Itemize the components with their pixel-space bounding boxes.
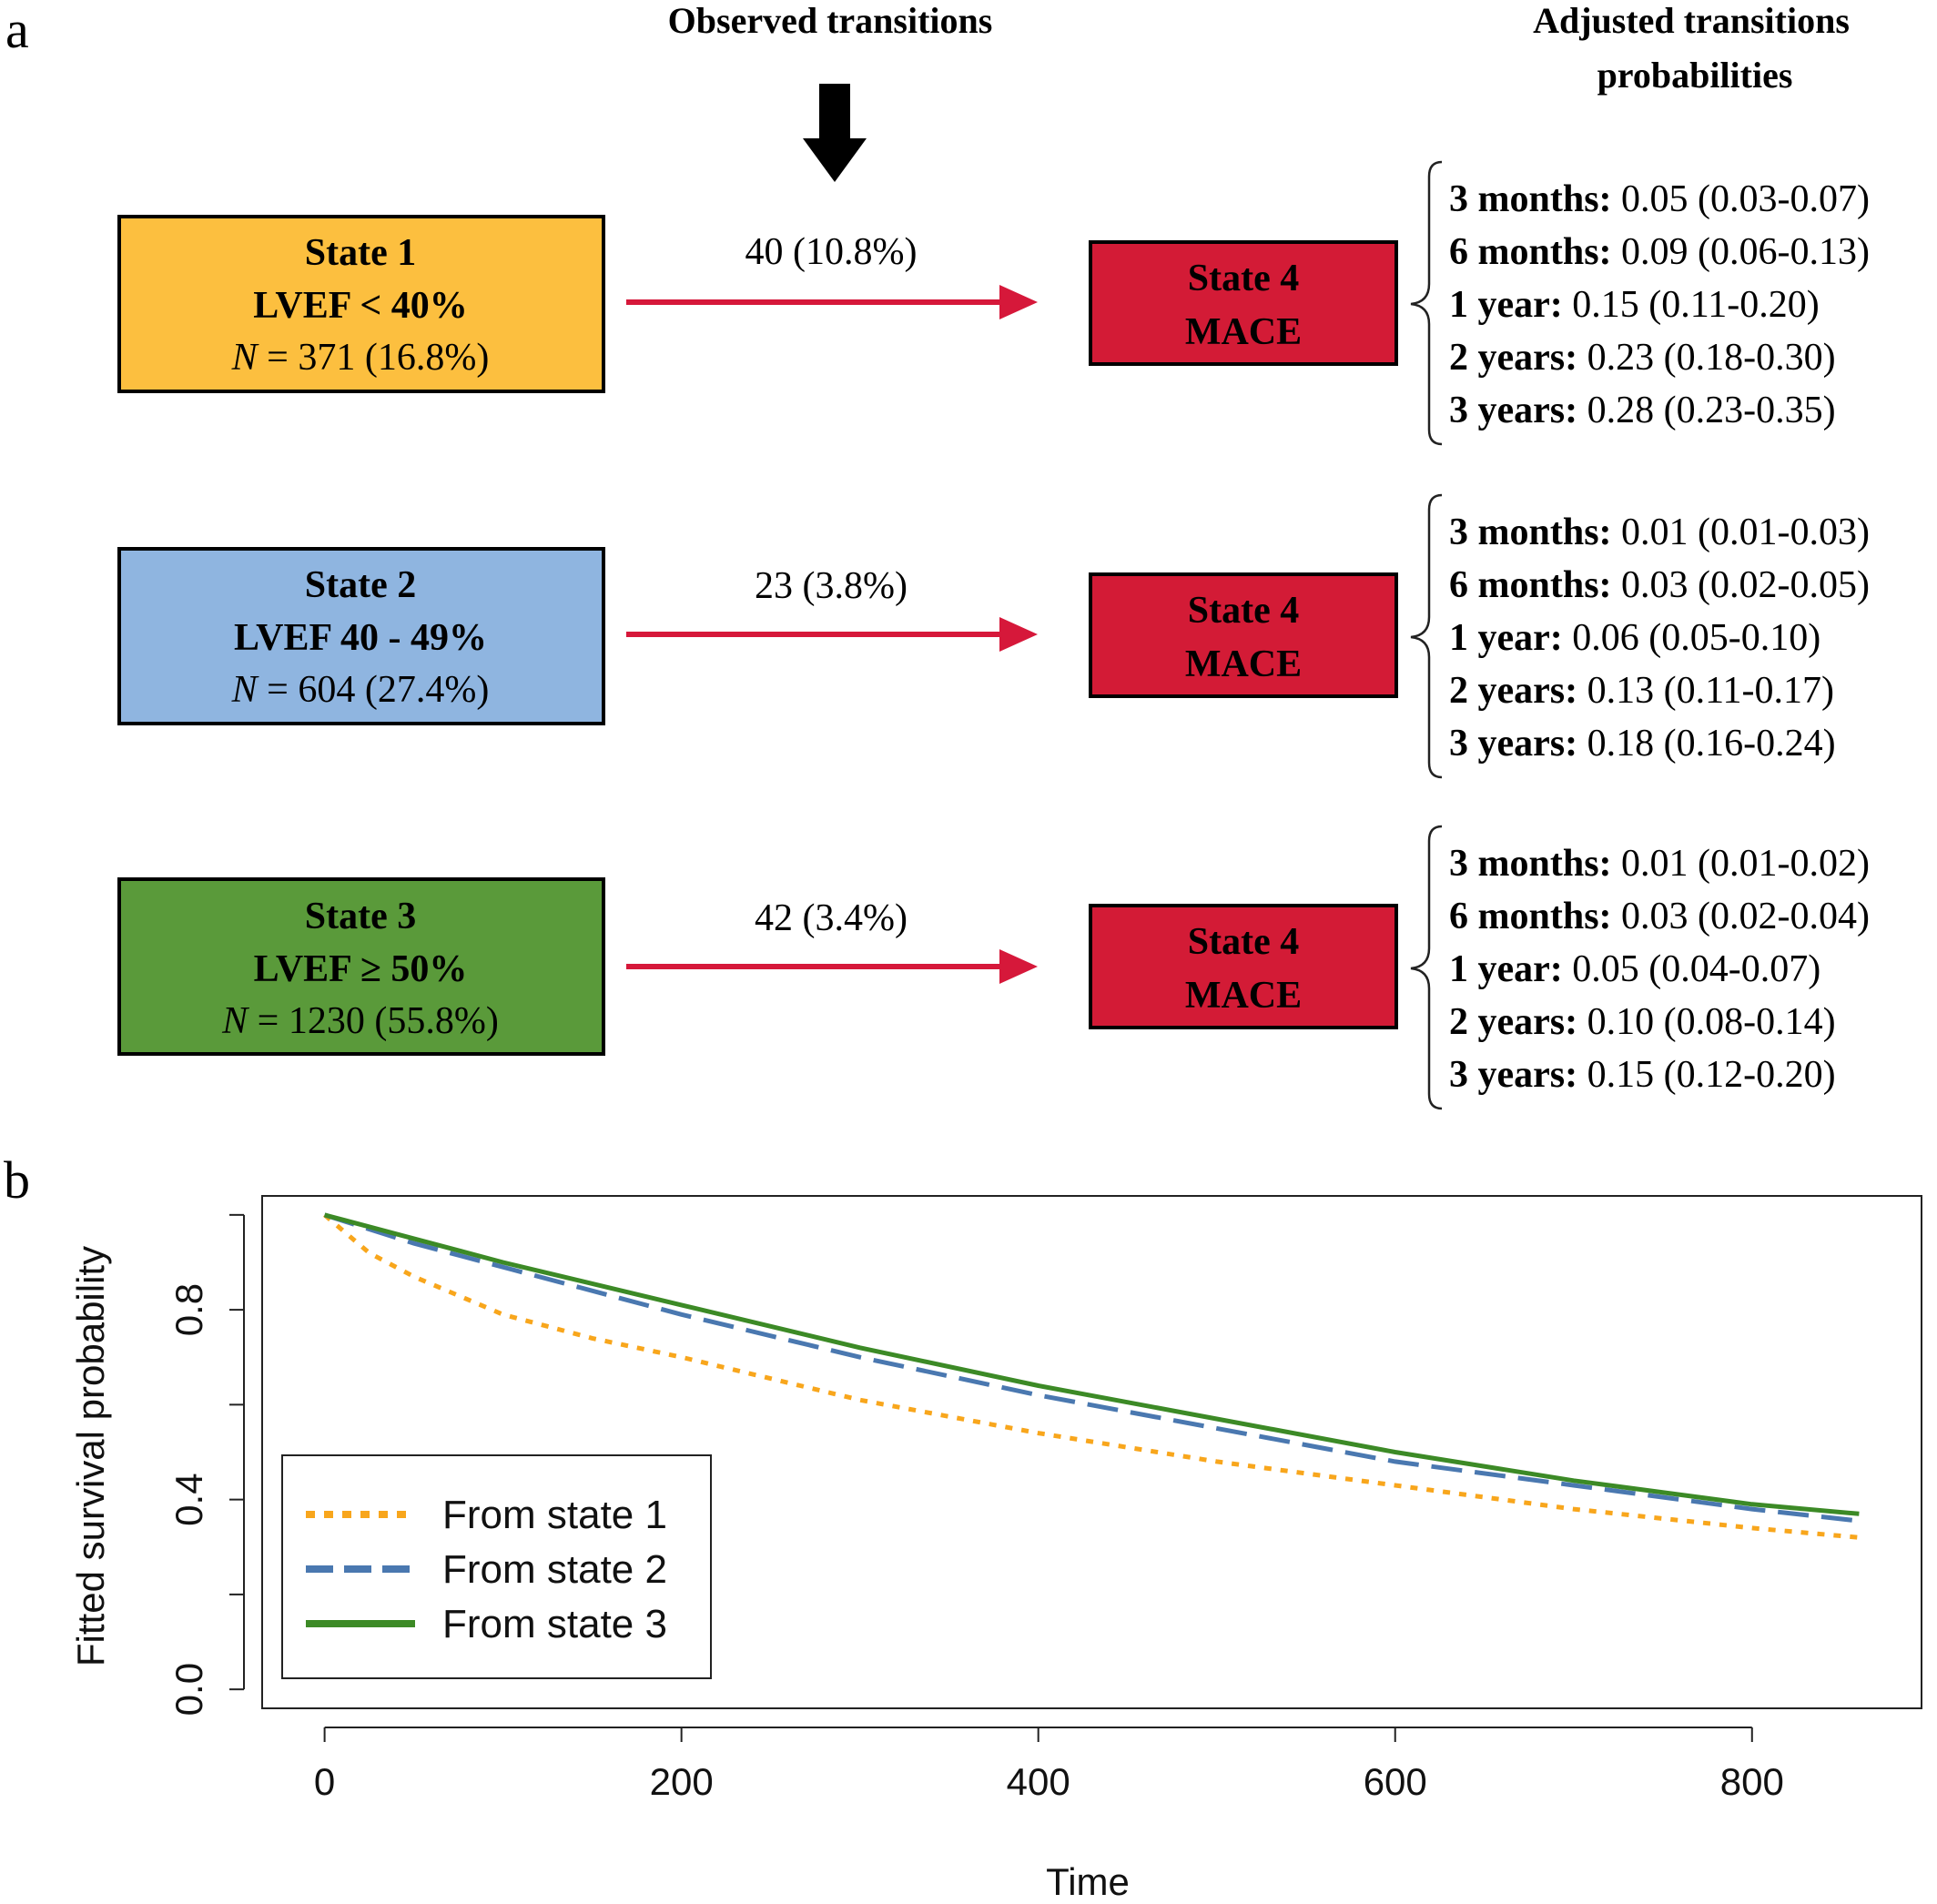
x-axis: 0 200 400 600 800 bbox=[314, 1727, 1784, 1803]
prob-1-2y: 2 years: 0.23 (0.18-0.30) bbox=[1449, 337, 1836, 379]
prob-1-6m: 6 months: 0.09 (0.06-0.13) bbox=[1449, 231, 1870, 273]
y-axis-label: Fitted survival probability bbox=[69, 1246, 112, 1666]
state-2-box bbox=[117, 547, 605, 725]
transition-arrow-1 bbox=[626, 285, 1038, 319]
state-row-3: State 3 LVEF ≥ 50% N = 1230 (55.8%) 42 (… bbox=[117, 825, 1870, 1110]
prob-2-3m: 3 months: 0.01 (0.01-0.03) bbox=[1449, 511, 1870, 553]
state-2-criterion: LVEF 40 - 49% bbox=[234, 617, 487, 659]
series-line-3 bbox=[323, 1212, 1860, 1516]
state-2-name: State 2 bbox=[305, 564, 416, 606]
brace-2 bbox=[1410, 493, 1443, 779]
state-1-n: N = 371 (16.8%) bbox=[231, 337, 490, 379]
mace-label-3: MACE bbox=[1185, 975, 1302, 1017]
prob-2-6m: 6 months: 0.03 (0.02-0.05) bbox=[1449, 564, 1870, 606]
state-4-box-3 bbox=[1089, 904, 1398, 1029]
state-3-name: State 3 bbox=[305, 896, 416, 937]
transition-count-2: 23 (3.8%) bbox=[755, 565, 908, 607]
state-4-label-3: State 4 bbox=[1188, 921, 1299, 963]
brace-1 bbox=[1410, 160, 1443, 446]
transition-arrow-3 bbox=[626, 949, 1038, 984]
x-tick-label-400: 400 bbox=[1007, 1760, 1070, 1803]
survival-curves bbox=[322, 1212, 1860, 1540]
x-tick-label-600: 600 bbox=[1364, 1760, 1427, 1803]
state-3-criterion: LVEF ≥ 50% bbox=[254, 948, 468, 990]
probabilities-1: 3 months: 0.05 (0.03-0.07) 6 months: 0.0… bbox=[1449, 178, 1870, 431]
plot-frame bbox=[261, 1195, 1922, 1709]
legend-label-2: From state 2 bbox=[442, 1547, 667, 1592]
observed-transitions-header: Observed transitions bbox=[668, 0, 993, 41]
panel-a-label: a bbox=[5, 0, 29, 59]
series-line-2 bbox=[323, 1212, 1860, 1524]
state-2-n: N = 604 (27.4%) bbox=[231, 669, 490, 711]
brace-3 bbox=[1410, 825, 1443, 1110]
probabilities-2: 3 months: 0.01 (0.01-0.03) 6 months: 0.0… bbox=[1449, 511, 1870, 765]
prob-3-3m: 3 months: 0.01 (0.01-0.02) bbox=[1449, 843, 1870, 885]
x-tick-label-800: 800 bbox=[1720, 1760, 1784, 1803]
adjusted-header-line2: probabilities bbox=[1597, 55, 1793, 96]
transition-count-3: 42 (3.4%) bbox=[755, 897, 908, 939]
state-3-box bbox=[117, 877, 605, 1056]
prob-3-3y: 3 years: 0.15 (0.12-0.20) bbox=[1449, 1054, 1836, 1096]
series-line-1 bbox=[322, 1212, 1860, 1540]
state-row-1: State 1 LVEF < 40% N = 371 (16.8%) 40 (1… bbox=[117, 160, 1870, 446]
y-tick-label-0.8: 0.8 bbox=[167, 1283, 210, 1336]
prob-1-3y: 3 years: 0.28 (0.23-0.35) bbox=[1449, 390, 1836, 431]
y-tick-label-0.0: 0.0 bbox=[167, 1663, 210, 1716]
x-tick-label-0: 0 bbox=[314, 1760, 335, 1803]
panel-b-label: b bbox=[4, 1150, 30, 1210]
prob-1-3m: 3 months: 0.05 (0.03-0.07) bbox=[1449, 178, 1870, 220]
y-tick-label-0.4: 0.4 bbox=[167, 1473, 210, 1525]
prob-2-3y: 3 years: 0.18 (0.16-0.24) bbox=[1449, 723, 1836, 765]
legend-label-1: From state 1 bbox=[442, 1493, 667, 1537]
transition-count-1: 40 (10.8%) bbox=[745, 231, 918, 273]
state-row-2: State 2 LVEF 40 - 49% N = 604 (27.4%) 23… bbox=[117, 493, 1870, 779]
transition-arrow-2 bbox=[626, 617, 1038, 652]
prob-2-2y: 2 years: 0.13 (0.11-0.17) bbox=[1449, 670, 1834, 712]
prob-2-1y: 1 year: 0.06 (0.05-0.10) bbox=[1449, 617, 1820, 659]
state-4-label-1: State 4 bbox=[1188, 258, 1299, 299]
mace-label-2: MACE bbox=[1185, 643, 1302, 685]
probabilities-3: 3 months: 0.01 (0.01-0.02) 6 months: 0.0… bbox=[1449, 843, 1870, 1096]
prob-1-1y: 1 year: 0.15 (0.11-0.20) bbox=[1449, 284, 1820, 326]
prob-3-2y: 2 years: 0.10 (0.08-0.14) bbox=[1449, 1001, 1836, 1043]
mace-label-1: MACE bbox=[1185, 311, 1302, 353]
x-axis-label: Time bbox=[1046, 1860, 1130, 1903]
survival-chart: 0 200 400 600 800 0.0 0.4 0.8 Time Fitted surv… bbox=[69, 1195, 1922, 1903]
adjusted-header-line1: Adjusted transitions bbox=[1533, 0, 1850, 41]
state-4-box-1 bbox=[1089, 240, 1398, 366]
prob-3-6m: 6 months: 0.03 (0.02-0.04) bbox=[1449, 896, 1870, 937]
state-4-box-2 bbox=[1089, 572, 1398, 698]
legend-items: From state 1 From state 2 From state 3 bbox=[306, 1493, 667, 1646]
state-1-box bbox=[117, 215, 605, 393]
state-1-name: State 1 bbox=[305, 232, 416, 274]
prob-3-1y: 1 year: 0.05 (0.04-0.07) bbox=[1449, 948, 1820, 990]
legend-label-3: From state 3 bbox=[442, 1602, 667, 1646]
x-tick-label-200: 200 bbox=[650, 1760, 714, 1803]
state-4-label-2: State 4 bbox=[1188, 590, 1299, 632]
down-arrow-icon bbox=[803, 84, 867, 182]
y-axis: 0.0 0.4 0.8 bbox=[167, 1213, 245, 1716]
legend: From state 1 From state 2 From state 3 bbox=[281, 1454, 712, 1679]
state-1-criterion: LVEF < 40% bbox=[253, 285, 468, 327]
state-3-n: N = 1230 (55.8%) bbox=[221, 1000, 499, 1042]
